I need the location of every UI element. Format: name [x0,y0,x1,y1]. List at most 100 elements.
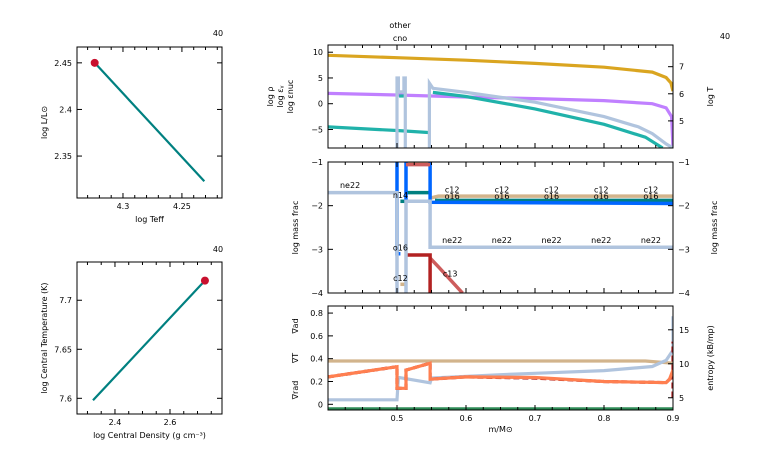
panel-hr: 4.3 4.25 log Teff 2.45 2.4 2.35 log L/L⊙ [40,46,223,224]
y2-axis-label: log mass frac [710,201,719,255]
plot-area [328,316,673,410]
y-tick-label: 5 [318,74,323,83]
y-axis-label-1: log εᵧ [276,85,285,107]
series-line-ne22 [404,199,673,293]
abundance-label-o16: o16 [494,192,509,201]
y-tick-label: 2.45 [54,59,72,68]
panel-center: 2.4 2.6 log Central Density (g cm⁻³) 7.7 7.6… [40,261,223,440]
y-tick-label: 0.2 [310,377,323,386]
abundance-label-ne22: ne22 [340,181,360,190]
y2-tick-label: 5 [679,394,684,403]
y-tick-label: 0.4 [310,355,323,364]
plot-frame [76,46,223,199]
abundance-label-c12: c12 [594,186,609,195]
y-axis-label-2: ∇rad [291,381,300,401]
x-tick-label: 4.3 [117,202,130,211]
y-axis-label-0: log ρ [266,87,275,107]
model-number-center: 40 [213,245,223,254]
abundance-label-c12: c12 [495,186,510,195]
plot-frame [327,305,674,411]
y-tick-label: 2.35 [54,152,72,161]
plot-frame [76,261,223,415]
abundance-label-o16: o16 [643,192,658,201]
abundance-label-ne22: ne22 [641,236,661,245]
y-tick-label: 10 [313,48,323,57]
series-line-c12 [431,194,673,200]
x-tick-label: 0.7 [529,414,542,423]
y-tick-label: −2 [311,202,323,211]
y2-axis-label: entropy (kB/mp) [706,325,715,390]
abundance-label-ne22: ne22 [591,236,611,245]
y-tick-label: −5 [311,125,323,134]
abundance-label-n14: n14 [393,191,408,200]
y-tick-label: 7.7 [59,296,72,305]
abundance-label-c12: c12 [445,186,460,195]
plot-area [93,62,206,182]
x-axis-label: log Teff [135,215,164,224]
y2-tick-label: 6 [679,90,684,99]
abundance-label-ne22: ne22 [492,236,512,245]
y-tick-label: 7.65 [54,345,72,354]
series-line-log-eps_nuc [395,76,407,148]
x-tick-label: 0.8 [598,414,611,423]
y-axis-label-0: ∇ad [291,318,300,334]
y2-tick-label: −2 [678,202,690,211]
y-tick-label: 7.6 [59,394,72,403]
cno-label: cno [393,34,407,43]
series-line-grad_rad [328,361,673,390]
abundance-label-ne22: ne22 [541,236,561,245]
y-axis-label: log L/L⊙ [40,106,49,139]
x-tick-label: 2.6 [164,418,177,427]
y2-tick-label: −1 [678,158,690,167]
abundance-label-ne22: ne22 [442,236,462,245]
y-axis-label-1: ∇T [291,353,300,364]
y-axis-label: log mass frac [291,201,300,255]
y-tick-label: −3 [311,245,323,254]
abundance-label-c13: c13 [443,269,458,278]
x-axis-label: log Central Density (g cm⁻³) [93,431,206,440]
series-line-track [92,279,206,402]
series-line-track [93,62,206,182]
model-number-profile: 40 [720,32,730,41]
series-line-log-eps_nuc [427,77,673,148]
y-axis-label: log Central Temperature (K) [40,282,49,393]
x-tick-label: 0.6 [460,414,473,423]
series-line-c13 [428,256,464,293]
y-tick-label: 2.4 [59,105,72,114]
plot-frame [327,161,674,294]
current-model-marker [90,58,99,67]
abundance-label-c12: c12 [544,186,559,195]
y-tick-label: 0 [318,400,323,409]
y2-tick-label: 10 [679,360,689,369]
y-tick-label: −1 [311,158,323,167]
abundance-label-o16: o16 [544,192,559,201]
y2-tick-label: 5 [679,117,684,126]
y-tick-label: 0 [318,100,323,109]
y2-tick-label: 15 [679,326,689,335]
plot-area [92,279,206,402]
current-model-marker [200,276,209,285]
model-number-hr: 40 [213,29,223,38]
y2-tick-label: 7 [679,63,684,72]
y-tick-label: 0.8 [310,309,323,318]
y-tick-label: −4 [311,289,323,298]
abundance-label-o16: o16 [445,192,460,201]
x-axis-label: m/M⊙ [488,425,512,434]
y2-axis-label: log T [706,87,715,107]
series-line-grad_ad [328,359,673,365]
abundance-label-o16: o16 [393,244,408,253]
y2-tick-label: −4 [678,289,690,298]
panel-gradients: 0.5 0.6 0.7 0.8 0.9 m/M⊙ 0.8 0.6 0.4 0.2 0 15 10 5 ∇ad… [291,305,715,434]
y2-tick-label: −3 [678,245,690,254]
x-tick-label: 0.9 [667,414,680,423]
series-line-log-eps_grav [328,125,431,135]
abundance-label-o16: o16 [594,192,609,201]
y-tick-label: 0.6 [310,332,323,341]
series-line-log-eps_grav [432,90,664,148]
x-tick-label: 2.4 [109,418,122,427]
x-tick-label: 4.25 [173,202,191,211]
y-axis-label-2: log εnuc [286,80,295,114]
series-line-entropy [328,316,673,402]
